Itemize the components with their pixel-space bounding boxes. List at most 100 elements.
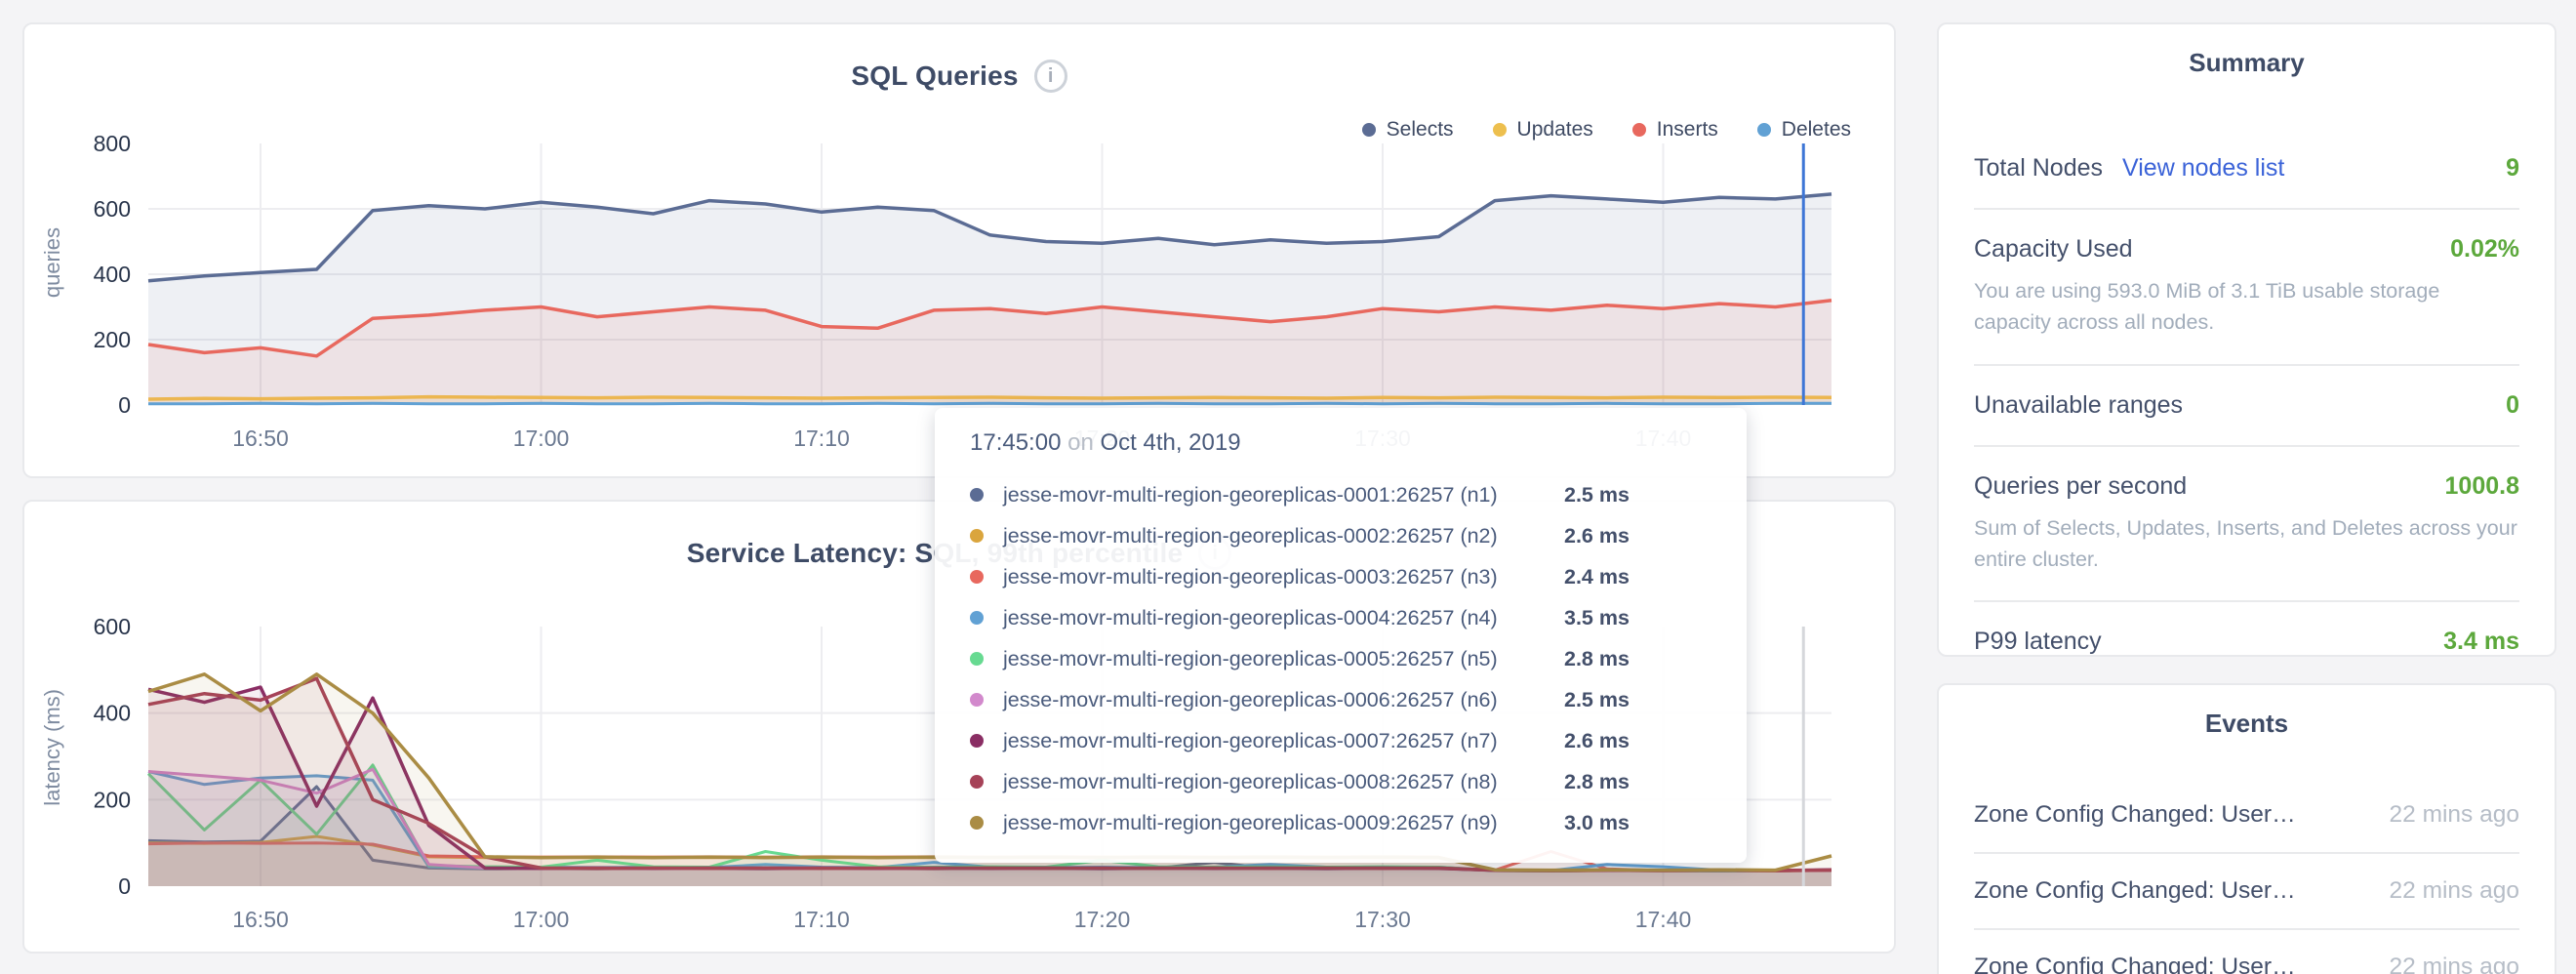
- series-line-updates: [147, 394, 1832, 401]
- node-latency-value: 2.5 ms: [1564, 482, 1630, 507]
- summary-label: Queries per second: [1974, 471, 2188, 500]
- series-area-n8: [148, 678, 1831, 886]
- node-latency-value: 3.5 ms: [1564, 605, 1630, 629]
- node-name: jesse-movr-multi-region-georeplicas-0009…: [1003, 810, 1498, 834]
- legend-item-selects: Selects: [1361, 118, 1454, 142]
- sql-queries-plot[interactable]: 16:5017:0017:1017:2017:3017:400200400600…: [24, 24, 1898, 480]
- y-tick-label: 400: [94, 262, 131, 287]
- series-dot: [970, 693, 984, 707]
- series-dot: [970, 775, 984, 789]
- x-tick-label: 17:40: [1635, 907, 1692, 932]
- node-latency-value: 2.6 ms: [1564, 523, 1630, 548]
- event-row[interactable]: Zone Config Changed: User… 22 mins ago: [1974, 852, 2519, 928]
- node-name: jesse-movr-multi-region-georeplicas-0005…: [1003, 646, 1498, 670]
- node-latency-value: 3.0 ms: [1564, 810, 1630, 834]
- node-name: jesse-movr-multi-region-georeplicas-0004…: [1003, 605, 1498, 629]
- tooltip-row: jesse-movr-multi-region-georeplicas-0009…: [962, 802, 1719, 843]
- node-name: jesse-movr-multi-region-georeplicas-0003…: [1003, 564, 1498, 588]
- summary-value: 9: [2506, 154, 2519, 182]
- event-row[interactable]: Zone Config Changed: User… 22 mins ago: [1974, 778, 2519, 852]
- series-line-selects: [147, 192, 1832, 283]
- summary-description: You are using 593.0 MiB of 3.1 TiB usabl…: [1974, 279, 2440, 335]
- series-area-n1: [148, 787, 1831, 886]
- event-row[interactable]: Zone Config Changed: User… 22 mins ago: [1974, 928, 2519, 974]
- legend-dot: [1361, 123, 1376, 137]
- chart-legend: Selects Updates Inserts Deletes: [1361, 118, 1851, 142]
- series-area-n4: [148, 771, 1831, 886]
- legend-dot: [1492, 123, 1507, 137]
- legend-label: Inserts: [1656, 118, 1718, 141]
- event-time: 22 mins ago: [2389, 877, 2519, 904]
- summary-row-queries-per-second: Queries per second 1000.8 Sum of Selects…: [1974, 444, 2519, 601]
- node-name: jesse-movr-multi-region-georeplicas-0001…: [1003, 482, 1498, 507]
- tooltip-row: jesse-movr-multi-region-georeplicas-0005…: [962, 638, 1719, 679]
- tooltip-rows: jesse-movr-multi-region-georeplicas-0001…: [962, 474, 1719, 843]
- chart-title: SQL Queries: [851, 61, 1019, 91]
- info-icon[interactable]: i: [1033, 60, 1067, 93]
- events-panel: Events Zone Config Changed: User… 22 min…: [1937, 683, 2556, 974]
- summary-label: Unavailable ranges: [1974, 390, 2184, 419]
- y-tick-label: 200: [94, 327, 131, 352]
- series-area-n7: [148, 687, 1831, 886]
- summary-row-unavailable-ranges: Unavailable ranges 0: [1974, 363, 2519, 445]
- sql-queries-chart-card: SQL Queries i Selects Updates Inserts Delet…: [22, 22, 1896, 478]
- chart-hover-tooltip: 17:45:00 on Oct 4th, 2019 jesse-movr-mul…: [935, 408, 1747, 863]
- legend-dot: [1756, 123, 1771, 137]
- y-tick-label: 800: [94, 131, 131, 156]
- y-tick-label: 400: [94, 701, 131, 726]
- series-area-n5: [148, 764, 1831, 886]
- event-text: Zone Config Changed: User…: [1974, 954, 2296, 974]
- legend-item-inserts: Inserts: [1631, 118, 1718, 142]
- event-time: 22 mins ago: [2389, 954, 2519, 974]
- series-dot: [970, 816, 984, 830]
- event-time: 22 mins ago: [2389, 801, 2519, 828]
- tooltip-row: jesse-movr-multi-region-georeplicas-0006…: [962, 679, 1719, 720]
- x-tick-label: 17:00: [513, 907, 570, 932]
- series-dot: [970, 734, 984, 748]
- series-dot: [970, 570, 984, 584]
- series-area-selects: [148, 193, 1831, 405]
- tooltip-date: Oct 4th, 2019: [1100, 429, 1241, 456]
- x-tick-label: 17:30: [1354, 907, 1411, 932]
- legend-item-updates: Updates: [1492, 118, 1593, 142]
- series-area-inserts: [148, 300, 1831, 405]
- summary-label: Capacity Used: [1974, 235, 2133, 263]
- series-area-n6: [148, 769, 1831, 886]
- x-tick-label: 17:10: [793, 426, 850, 451]
- series-area-n9: [148, 673, 1831, 886]
- legend-item-deletes: Deletes: [1756, 118, 1851, 142]
- view-nodes-list-link[interactable]: View nodes list: [2122, 154, 2285, 182]
- node-latency-value: 2.4 ms: [1564, 564, 1630, 588]
- legend-label: Deletes: [1781, 118, 1851, 141]
- y-tick-label: 600: [94, 614, 131, 639]
- tooltip-row: jesse-movr-multi-region-georeplicas-0002…: [962, 515, 1719, 556]
- summary-description: Sum of Selects, Updates, Inserts, and De…: [1974, 515, 2517, 571]
- legend-label: Selects: [1386, 118, 1454, 141]
- y-tick-label: 0: [118, 392, 131, 418]
- series-dot: [970, 529, 984, 543]
- node-name: jesse-movr-multi-region-georeplicas-0007…: [1003, 728, 1498, 752]
- summary-title: Summary: [2189, 48, 2305, 77]
- event-text: Zone Config Changed: User…: [1974, 877, 2296, 904]
- tooltip-timestamp: 17:45:00 on Oct 4th, 2019: [970, 429, 1719, 457]
- summary-value: 1000.8: [2444, 471, 2519, 500]
- events-title: Events: [2204, 709, 2289, 738]
- y-tick-label: 200: [94, 787, 131, 812]
- summary-row-capacity-used: Capacity Used 0.02% You are using 593.0 …: [1974, 208, 2519, 364]
- series-dot: [970, 611, 984, 625]
- node-name: jesse-movr-multi-region-georeplicas-0002…: [1003, 523, 1498, 548]
- summary-value: 3.4 ms: [2443, 628, 2519, 655]
- summary-value: 0: [2506, 390, 2519, 419]
- x-tick-label: 16:50: [232, 907, 289, 932]
- x-tick-label: 16:50: [232, 426, 289, 451]
- tooltip-row: jesse-movr-multi-region-georeplicas-0001…: [962, 474, 1719, 515]
- tooltip-row: jesse-movr-multi-region-georeplicas-0003…: [962, 556, 1719, 597]
- legend-dot: [1631, 123, 1646, 137]
- summary-value: 0.02%: [2450, 235, 2519, 263]
- node-latency-value: 2.6 ms: [1564, 728, 1630, 752]
- y-tick-label: 600: [94, 196, 131, 222]
- node-latency-value: 2.8 ms: [1564, 769, 1630, 793]
- summary-panel: Summary Total Nodes View nodes list 9 Ca…: [1937, 22, 2556, 657]
- y-tick-label: 0: [118, 873, 131, 899]
- tooltip-time: 17:45:00: [970, 429, 1062, 456]
